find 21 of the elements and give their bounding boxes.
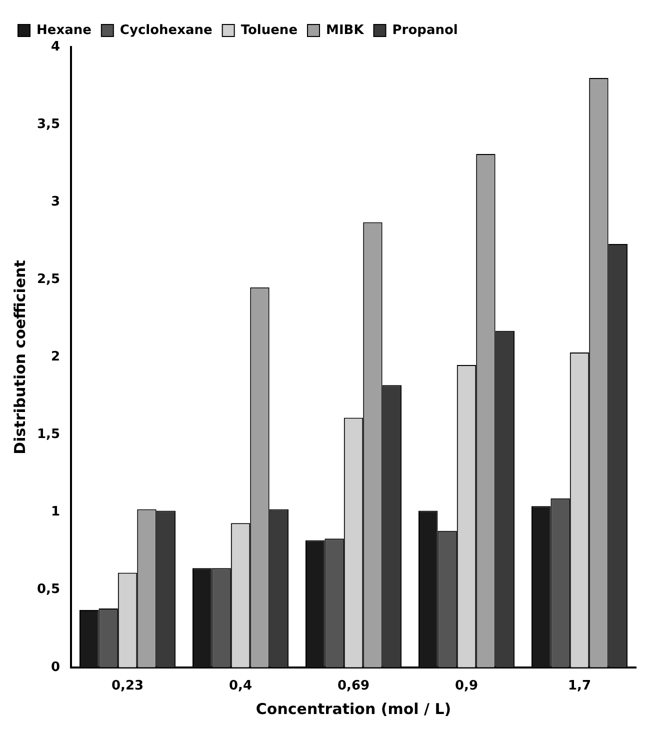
y-tick-label: 3,5	[37, 116, 60, 132]
x-tick-label: 0,9	[454, 678, 478, 694]
legend-label: Toluene	[240, 22, 298, 38]
x-axis-title: Concentration (mol / L)	[256, 700, 452, 718]
legend-label: MIBK	[326, 22, 365, 38]
y-tick-label: 0	[50, 660, 60, 675]
y-tick-label: 3	[50, 194, 60, 210]
y-tick-label: 1	[50, 504, 60, 520]
x-tick-label: 0,4	[229, 678, 252, 694]
x-tick-label: 1,7	[568, 678, 592, 694]
legend-label: Hexane	[36, 22, 92, 38]
y-tick-label: 2,5	[37, 272, 60, 288]
y-tick-label: 1,5	[37, 427, 60, 442]
y-tick-label: 2	[50, 350, 60, 365]
legend-label: Cyclohexane	[120, 22, 213, 38]
x-tick-label: 0,69	[337, 678, 370, 694]
x-tick-label: 0,23	[111, 678, 144, 694]
y-axis-title: Distribution coefficient	[10, 260, 29, 454]
y-tick-label: 0,5	[37, 582, 60, 598]
legend-label: Propanol	[392, 22, 458, 38]
y-tick-label: 4	[50, 39, 60, 54]
